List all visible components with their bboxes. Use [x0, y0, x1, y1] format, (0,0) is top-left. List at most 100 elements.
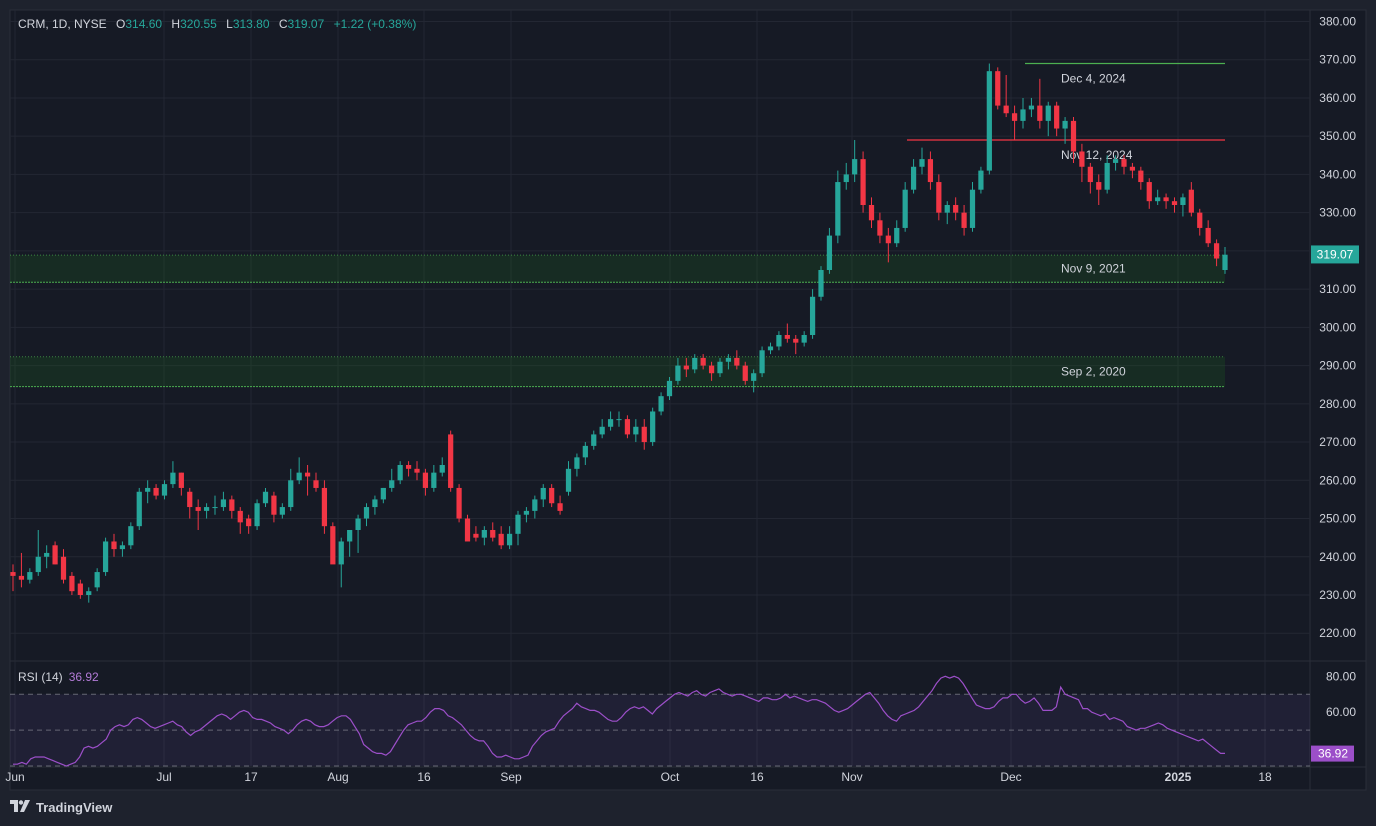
open-label: O — [116, 17, 126, 31]
candle-body — [995, 71, 1001, 106]
candle-body — [313, 480, 319, 488]
candle-body — [1163, 197, 1169, 202]
close-label: C — [278, 17, 288, 31]
rsi-line — [13, 675, 1225, 767]
candle-body — [860, 159, 866, 205]
candle-body — [1180, 197, 1186, 205]
y-tick-label: 260.00 — [1319, 473, 1356, 487]
candle-body — [145, 487, 151, 492]
candle-body — [153, 487, 159, 496]
candle-body — [700, 357, 706, 366]
x-tick-label: Jun — [5, 770, 24, 784]
candle-body — [708, 365, 715, 374]
candle-body — [439, 465, 445, 473]
candle-body — [641, 426, 647, 443]
candle-body — [355, 518, 361, 530]
candle-body — [557, 503, 563, 511]
candle-body — [490, 530, 496, 538]
y-tick-label: 380.00 — [1319, 14, 1356, 28]
candle-body — [818, 270, 824, 297]
candle-body — [978, 170, 984, 190]
change-value: +1.22 (+0.38%) — [333, 17, 417, 31]
support-zone — [10, 356, 1225, 387]
candle-body — [986, 71, 992, 171]
x-tick-label: Nov — [841, 770, 862, 784]
candle-body — [666, 380, 673, 397]
candle-body — [1037, 105, 1043, 121]
y-tick-label: 350.00 — [1319, 129, 1356, 143]
candle-body — [835, 182, 841, 236]
candle-body — [220, 499, 227, 508]
y-tick-label: 370.00 — [1319, 53, 1356, 67]
level-label: Dec 4, 2024 — [1061, 72, 1126, 86]
candle-body — [826, 235, 833, 270]
candle-body — [1213, 243, 1220, 259]
rsi-last-marker — [1311, 745, 1354, 762]
candle-body — [894, 227, 900, 244]
candle-body — [675, 365, 681, 381]
y-tick-label: 270.00 — [1319, 435, 1356, 449]
candle-body — [650, 411, 656, 443]
candle-body — [187, 491, 193, 508]
y-tick-label: 360.00 — [1319, 91, 1356, 105]
candle-body — [380, 487, 386, 500]
close-value: 319.07 — [287, 17, 325, 31]
candle-body — [254, 503, 260, 527]
candle-body — [161, 484, 168, 496]
candle-body — [877, 220, 883, 236]
candle-body — [464, 518, 471, 542]
candle-body — [868, 205, 875, 221]
candle-body — [397, 465, 403, 481]
candle-body — [431, 472, 437, 488]
open-value: 314.60 — [125, 17, 163, 31]
candle-body — [60, 556, 67, 580]
candle-body — [94, 572, 100, 588]
candle-body — [1104, 162, 1110, 190]
candle-body — [1020, 109, 1026, 121]
candle-body — [725, 357, 732, 362]
candle-body — [801, 335, 807, 343]
level-label: Nov 12, 2024 — [1061, 148, 1133, 162]
candle-body — [1188, 189, 1194, 213]
candle-body — [540, 487, 546, 500]
candle-body — [456, 487, 462, 519]
candle-body — [1222, 254, 1228, 270]
y-tick-label: 290.00 — [1319, 359, 1356, 373]
candle-body — [1079, 151, 1085, 167]
candle-body — [372, 499, 378, 508]
symbol-info: CRM, 1D, NYSE — [18, 17, 107, 31]
ohlc-legend: CRM, 1D, NYSE O314.60 H320.55 L313.80 C3… — [18, 17, 416, 31]
zone-label: Nov 9, 2021 — [1061, 262, 1126, 276]
rsi-legend: RSI (14) 36.92 — [18, 670, 99, 684]
brand-name: TradingView — [36, 800, 113, 815]
candle-body — [229, 499, 235, 511]
candle-body — [515, 514, 521, 534]
candle-body — [119, 545, 126, 550]
candle-body — [271, 495, 277, 515]
x-tick-label: Sep — [500, 770, 522, 784]
y-tick-label: 310.00 — [1319, 282, 1356, 296]
candle-body — [363, 507, 370, 519]
zone-label: Sep 2, 2020 — [1061, 365, 1126, 379]
candle-body — [523, 510, 530, 515]
candle-body — [69, 575, 75, 592]
candle-body — [128, 526, 134, 546]
y-tick-label: 280.00 — [1319, 397, 1356, 411]
last-price-label: 319.07 — [1317, 247, 1354, 261]
rsi-label: RSI (14) — [18, 670, 63, 684]
y-tick-label: 300.00 — [1319, 320, 1356, 334]
candle-body — [936, 182, 942, 213]
candle-body — [953, 205, 959, 213]
candle-body — [170, 472, 176, 485]
tradingview-brand[interactable]: TradingView — [10, 800, 112, 815]
candle-body — [919, 159, 925, 167]
last-price-marker — [1311, 245, 1359, 264]
tradingview-logo-icon — [10, 800, 32, 815]
candle-body — [389, 480, 395, 488]
candle-body — [1205, 227, 1211, 244]
x-tick-label: 17 — [244, 770, 258, 784]
candle-body — [347, 530, 353, 542]
candle-body — [767, 346, 774, 351]
candle-body — [35, 556, 41, 573]
